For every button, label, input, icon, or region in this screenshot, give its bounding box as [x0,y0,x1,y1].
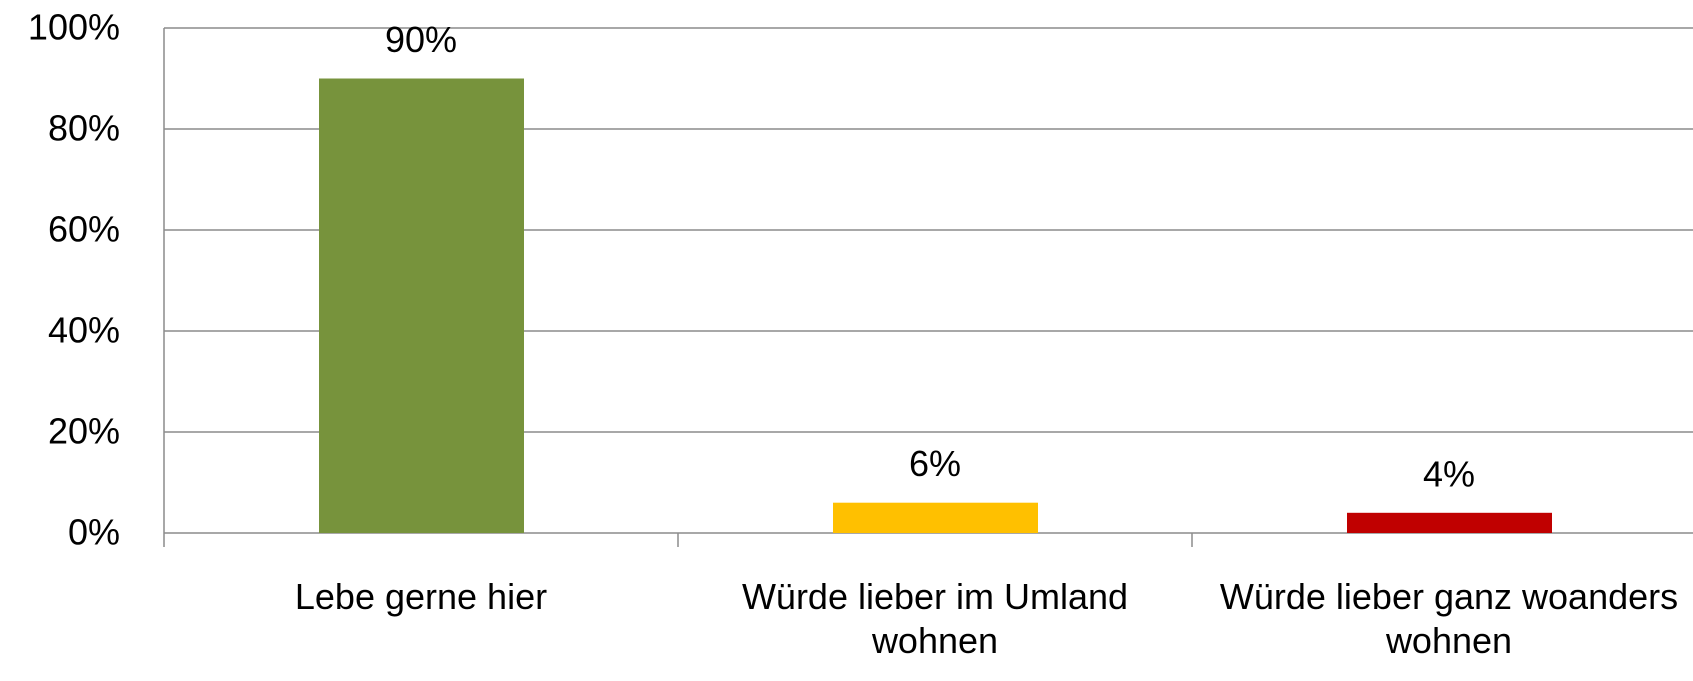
y-tick-label: 40% [48,310,120,351]
y-tick-label: 100% [28,7,120,48]
y-tick-label: 0% [68,512,120,553]
y-tick-label: 80% [48,108,120,149]
x-tick-label: Lebe gerne hier [294,576,548,617]
bar [833,502,1038,533]
bar [319,78,524,533]
x-tick-label: Würde lieber im Umland wohnen [741,576,1129,661]
data-label: 90% [385,19,457,60]
bar [1347,512,1552,533]
data-label: 4% [1423,453,1475,494]
x-tick-label: Würde lieber ganz woanders wohnen [1219,576,1679,661]
data-label: 6% [909,443,961,484]
y-tick-label: 20% [48,411,120,452]
y-tick-label: 60% [48,209,120,250]
